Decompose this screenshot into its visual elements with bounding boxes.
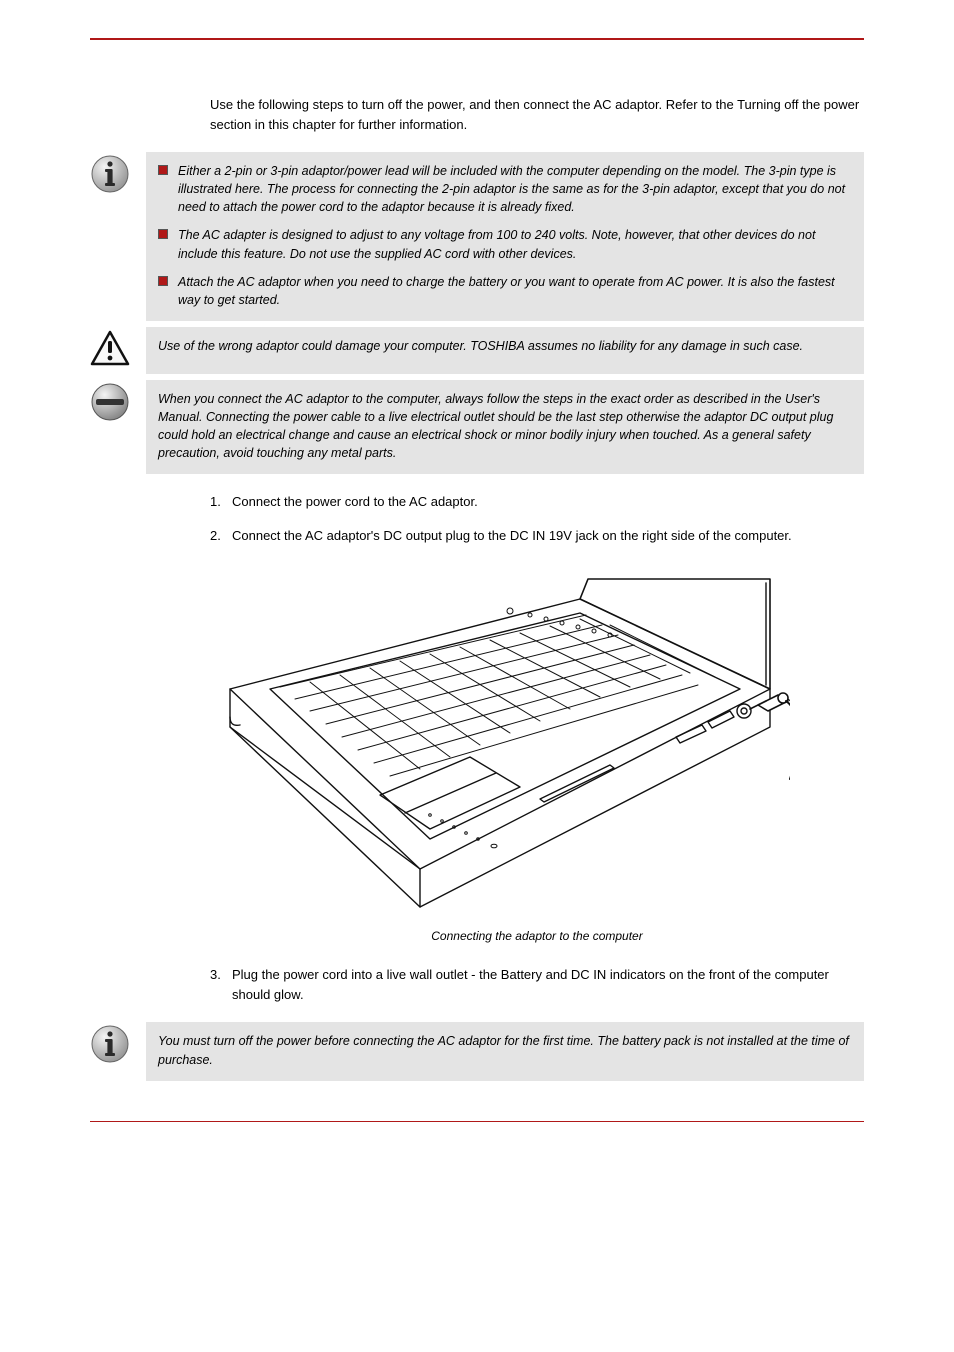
figure-caption: Connecting the adaptor to the computer (210, 929, 864, 943)
caution-note: Use of the wrong adaptor could damage yo… (90, 327, 864, 374)
stop-body: When you connect the AC adaptor to the c… (146, 380, 864, 475)
bullet-item: The AC adapter is designed to adjust to … (158, 226, 852, 262)
step-item: 1. Connect the power cord to the AC adap… (210, 492, 864, 512)
info-note: Either a 2-pin or 3-pin adaptor/power le… (90, 152, 864, 321)
step-text: Connect the power cord to the AC adaptor… (232, 492, 478, 512)
stop-note: When you connect the AC adaptor to the c… (90, 380, 864, 475)
caution-icon (90, 327, 146, 374)
intro-text: Use the following steps to turn off the … (210, 95, 864, 134)
info-icon (90, 1022, 146, 1080)
step-item: 2. Connect the AC adaptor's DC output pl… (210, 526, 864, 546)
info-note-2-body: You must turn off the power before conne… (146, 1022, 864, 1080)
step-number: 1. (210, 492, 232, 512)
bullet-marker (158, 229, 168, 239)
header-rule (90, 38, 864, 40)
bullet-item: Either a 2-pin or 3-pin adaptor/power le… (158, 162, 852, 216)
info-note-body: Either a 2-pin or 3-pin adaptor/power le… (146, 152, 864, 321)
info-note-2: You must turn off the power before conne… (90, 1022, 864, 1080)
step-item: 3. Plug the power cord into a live wall … (210, 965, 864, 1004)
step-text: Connect the AC adaptor's DC output plug … (232, 526, 792, 546)
stop-icon (90, 380, 146, 475)
bullet-text: The AC adapter is designed to adjust to … (178, 226, 852, 262)
footer-rule (90, 1121, 864, 1122)
bullet-item: Attach the AC adaptor when you need to c… (158, 273, 852, 309)
laptop-diagram (210, 559, 864, 919)
step-text: Plug the power cord into a live wall out… (232, 965, 864, 1004)
bullet-marker (158, 165, 168, 175)
bullet-marker (158, 276, 168, 286)
step-number: 3. (210, 965, 232, 1004)
caution-body: Use of the wrong adaptor could damage yo… (146, 327, 864, 374)
bullet-text: Attach the AC adaptor when you need to c… (178, 273, 852, 309)
info-icon (90, 152, 146, 321)
bullet-text: Either a 2-pin or 3-pin adaptor/power le… (178, 162, 852, 216)
step-number: 2. (210, 526, 232, 546)
